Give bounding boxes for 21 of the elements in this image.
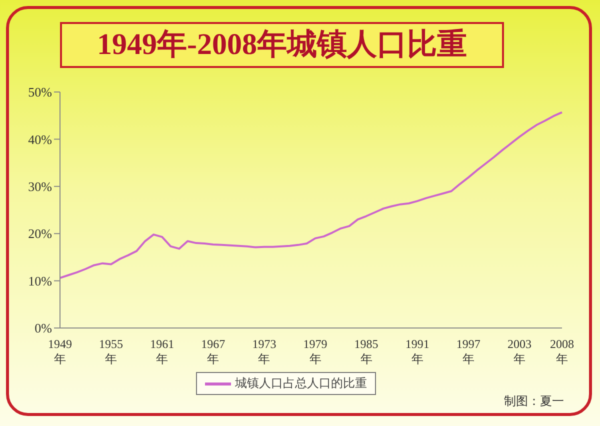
x-tick-label: 1949年 xyxy=(48,337,72,366)
x-tick-label: 1979年 xyxy=(303,337,328,366)
y-tick-label: 30% xyxy=(28,179,52,194)
y-tick-label: 40% xyxy=(28,132,52,147)
x-tick-label: 1997年 xyxy=(456,337,480,366)
x-tick-label: 1955年 xyxy=(99,337,124,366)
x-tick-label: 1973年 xyxy=(252,337,276,366)
x-tick-label: 1985年 xyxy=(354,337,378,366)
line-series xyxy=(59,111,563,279)
y-tick-label: 20% xyxy=(28,226,52,242)
y-tick-label: 10% xyxy=(28,273,52,288)
x-tick-label: 1967年 xyxy=(201,337,226,366)
x-tick-label: 1991年 xyxy=(405,337,430,366)
y-tick-label: 0% xyxy=(34,320,52,336)
x-tick-label: 2003年 xyxy=(507,337,532,366)
x-tick-label: 2008年 xyxy=(550,337,574,366)
text: 制图：夏一 xyxy=(504,393,564,410)
y-tick-label: 50% xyxy=(28,84,52,100)
chart-title: 1949年-2008年城镇人口比重 xyxy=(60,22,504,68)
x-tick-label: 1961年 xyxy=(150,337,174,366)
legend-label: 城镇人口占总人口的比重 xyxy=(234,375,367,392)
